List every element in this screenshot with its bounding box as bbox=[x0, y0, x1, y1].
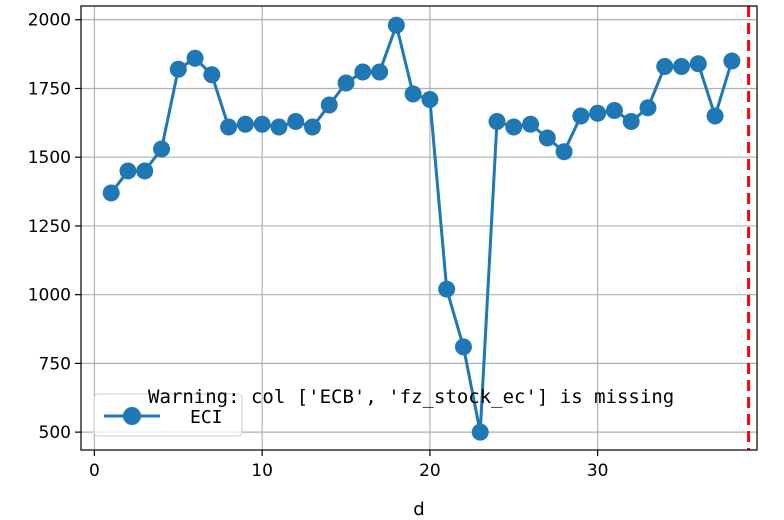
y-tick-label: 1250 bbox=[28, 217, 71, 237]
data-point bbox=[354, 63, 372, 81]
y-axis-ticks: 500 750 1000 1250 1500 1750 2000 bbox=[28, 11, 81, 443]
data-point bbox=[220, 118, 238, 136]
data-point bbox=[605, 101, 623, 119]
data-point bbox=[438, 280, 456, 298]
data-point bbox=[253, 115, 271, 133]
data-point bbox=[723, 52, 741, 70]
y-tick-label: 750 bbox=[39, 354, 71, 374]
data-point bbox=[522, 115, 540, 133]
y-tick-label: 1000 bbox=[28, 286, 71, 306]
data-point bbox=[169, 60, 187, 78]
data-point bbox=[119, 162, 137, 180]
data-point bbox=[270, 118, 288, 136]
legend: ECI bbox=[93, 393, 243, 437]
data-point bbox=[673, 57, 691, 75]
data-point bbox=[303, 118, 321, 136]
data-point bbox=[421, 90, 439, 108]
legend-label-eci: ECI bbox=[190, 407, 223, 428]
data-point bbox=[471, 423, 489, 441]
data-point bbox=[153, 140, 171, 158]
warning-annotation: Warning: col ['ECB', 'fz_stock_ec'] is m… bbox=[148, 386, 674, 408]
data-point bbox=[538, 129, 556, 147]
y-tick-label: 1750 bbox=[28, 79, 71, 99]
data-point bbox=[287, 112, 305, 130]
data-point bbox=[555, 143, 573, 161]
data-point bbox=[102, 184, 120, 202]
data-point bbox=[186, 49, 204, 67]
y-tick-label: 500 bbox=[39, 423, 71, 443]
data-point bbox=[337, 74, 355, 92]
x-tick-label: 0 bbox=[89, 461, 100, 481]
series-layer bbox=[102, 16, 741, 441]
data-point bbox=[656, 57, 674, 75]
data-point bbox=[203, 66, 221, 84]
data-point bbox=[387, 16, 405, 34]
legend-marker-swatch bbox=[123, 407, 141, 425]
data-point bbox=[136, 162, 154, 180]
data-point bbox=[505, 118, 523, 136]
x-tick-label: 10 bbox=[251, 461, 273, 481]
data-point bbox=[236, 115, 254, 133]
data-point bbox=[371, 63, 389, 81]
data-point bbox=[488, 112, 506, 130]
data-point bbox=[404, 85, 422, 103]
data-point bbox=[572, 107, 590, 125]
data-point bbox=[689, 55, 707, 73]
legend-box bbox=[93, 393, 243, 437]
data-point bbox=[706, 107, 724, 125]
data-point bbox=[639, 99, 657, 117]
data-point bbox=[589, 104, 607, 122]
y-tick-label: 1500 bbox=[28, 148, 71, 168]
x-axis-ticks: 0 10 20 30 bbox=[89, 450, 608, 481]
data-point bbox=[454, 338, 472, 356]
plot-frame bbox=[80, 5, 758, 451]
x-tick-label: 20 bbox=[419, 461, 441, 481]
y-tick-label: 2000 bbox=[28, 11, 71, 31]
x-tick-label: 30 bbox=[587, 461, 609, 481]
data-point bbox=[320, 96, 338, 114]
data-point bbox=[622, 112, 640, 130]
x-axis-label: d bbox=[413, 499, 424, 520]
